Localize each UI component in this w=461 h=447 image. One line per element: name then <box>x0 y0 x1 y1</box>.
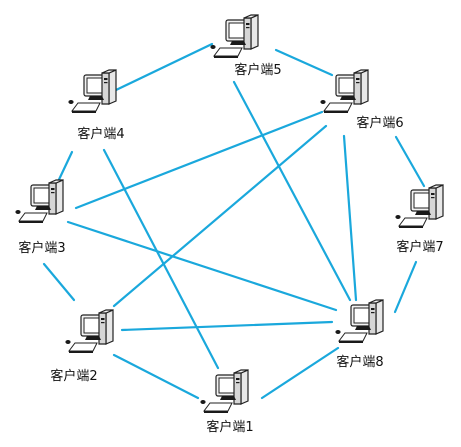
desktop-computer-icon <box>64 309 114 354</box>
client-label-5: 客户端5 <box>234 62 281 78</box>
edge-n6-n8 <box>342 134 358 302</box>
edge-n3-n8 <box>66 220 338 312</box>
nodes-layer: 客户端1 客户端2 客户端3 客户端4 客户端5 客户端6 客户端7 客户端8 <box>14 14 444 435</box>
client-label-4: 客户端4 <box>77 126 124 142</box>
edge-n3-n2 <box>42 262 76 302</box>
desktop-computer-icon <box>319 69 369 114</box>
edge-n1-n8 <box>260 346 340 400</box>
edge-n4-n5 <box>114 42 214 92</box>
desktop-computer-icon <box>199 369 249 414</box>
client-node-1: 客户端1 <box>199 369 254 435</box>
client-node-8: 客户端8 <box>334 299 384 370</box>
client-label-3: 客户端3 <box>18 240 65 256</box>
edge-n5-n8 <box>232 80 352 302</box>
client-node-5: 客户端5 <box>209 14 282 78</box>
client-node-7: 客户端7 <box>394 184 444 255</box>
edge-n6-n3 <box>74 110 324 210</box>
edge-n4-n1 <box>102 148 220 370</box>
client-node-4: 客户端4 <box>67 69 125 142</box>
client-label-2: 客户端2 <box>50 368 97 384</box>
edge-n6-n7 <box>394 135 426 188</box>
edge-n5-n6 <box>274 48 334 77</box>
client-node-3: 客户端3 <box>14 179 66 256</box>
desktop-computer-icon <box>394 184 444 229</box>
connections-layer <box>42 42 426 400</box>
client-label-6: 客户端6 <box>356 115 403 131</box>
desktop-computer-icon <box>209 14 259 59</box>
edge-n2-n1 <box>112 353 200 400</box>
client-node-6: 客户端6 <box>319 69 404 131</box>
desktop-computer-icon <box>14 179 64 224</box>
client-label-8: 客户端8 <box>336 354 383 370</box>
edge-n2-n8 <box>120 320 334 332</box>
edge-n7-n8 <box>393 260 418 314</box>
edge-n6-n2 <box>112 124 328 308</box>
client-label-1: 客户端1 <box>206 419 253 435</box>
client-label-7: 客户端7 <box>396 239 443 255</box>
client-node-2: 客户端2 <box>50 309 114 384</box>
desktop-computer-icon <box>334 299 384 344</box>
desktop-computer-icon <box>67 69 117 114</box>
